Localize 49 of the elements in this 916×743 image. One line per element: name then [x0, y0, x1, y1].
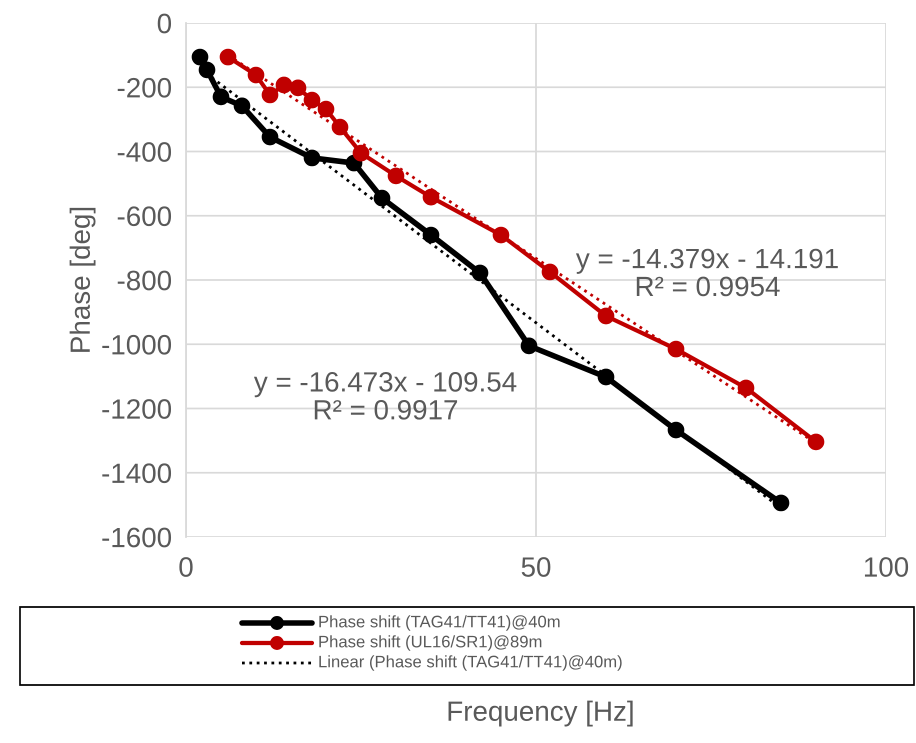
- point: [738, 380, 754, 396]
- point: [422, 188, 440, 206]
- y-tick-label: 0: [158, 14, 172, 34]
- legend-label: Phase shift (TAG41/TT41)@40m: [319, 615, 560, 631]
- point: [248, 66, 264, 84]
- point: [520, 338, 538, 354]
- y-tick-label: -1200: [102, 399, 172, 419]
- point: [234, 98, 250, 114]
- y-tick-label: -1600: [102, 528, 172, 548]
- point: [276, 76, 292, 94]
- point: [598, 308, 614, 324]
- point: [808, 434, 824, 450]
- legend-label: Linear (Phase shift (TAG41/TT41)@40m): [319, 655, 622, 671]
- point: [290, 80, 306, 96]
- y-tick-label: -800: [118, 270, 172, 290]
- x-tick-label: 0: [179, 557, 193, 577]
- point: [668, 340, 684, 358]
- x-tick-label: 50: [522, 557, 550, 577]
- point: [598, 368, 614, 386]
- point: [304, 92, 320, 108]
- y-tick-label: -400: [118, 142, 172, 162]
- point: [212, 88, 230, 106]
- point: [318, 100, 334, 118]
- point: [220, 48, 236, 66]
- y-tick-label: -1400: [102, 463, 172, 484]
- point: [262, 86, 278, 104]
- annotation: y = -16.473x - 109.54 R² = 0.9917: [254, 372, 516, 420]
- point: [388, 168, 404, 184]
- point: [472, 264, 488, 282]
- point: [668, 422, 684, 438]
- point: [198, 62, 216, 78]
- annotation: y = -14.379x - 14.191 R² = 0.9954: [576, 248, 838, 296]
- point: [332, 118, 348, 136]
- point: [374, 190, 390, 206]
- legend-label: Phase shift (UL16/SR1)@89m: [319, 635, 542, 651]
- point: [192, 48, 208, 66]
- y-tick-label: -200: [118, 78, 172, 98]
- point: [772, 494, 790, 512]
- x-tick-label: 100: [864, 557, 908, 577]
- point: [304, 150, 320, 166]
- point: [542, 264, 558, 280]
- y-tick-label: -1000: [102, 334, 172, 355]
- x-axis-title: Frequency [Hz]: [448, 700, 633, 726]
- y-axis-title: Phase [deg]: [70, 208, 96, 352]
- point: [492, 226, 510, 244]
- point: [352, 144, 370, 162]
- point: [262, 128, 278, 146]
- y-tick-label: -600: [118, 206, 172, 226]
- point: [422, 226, 440, 244]
